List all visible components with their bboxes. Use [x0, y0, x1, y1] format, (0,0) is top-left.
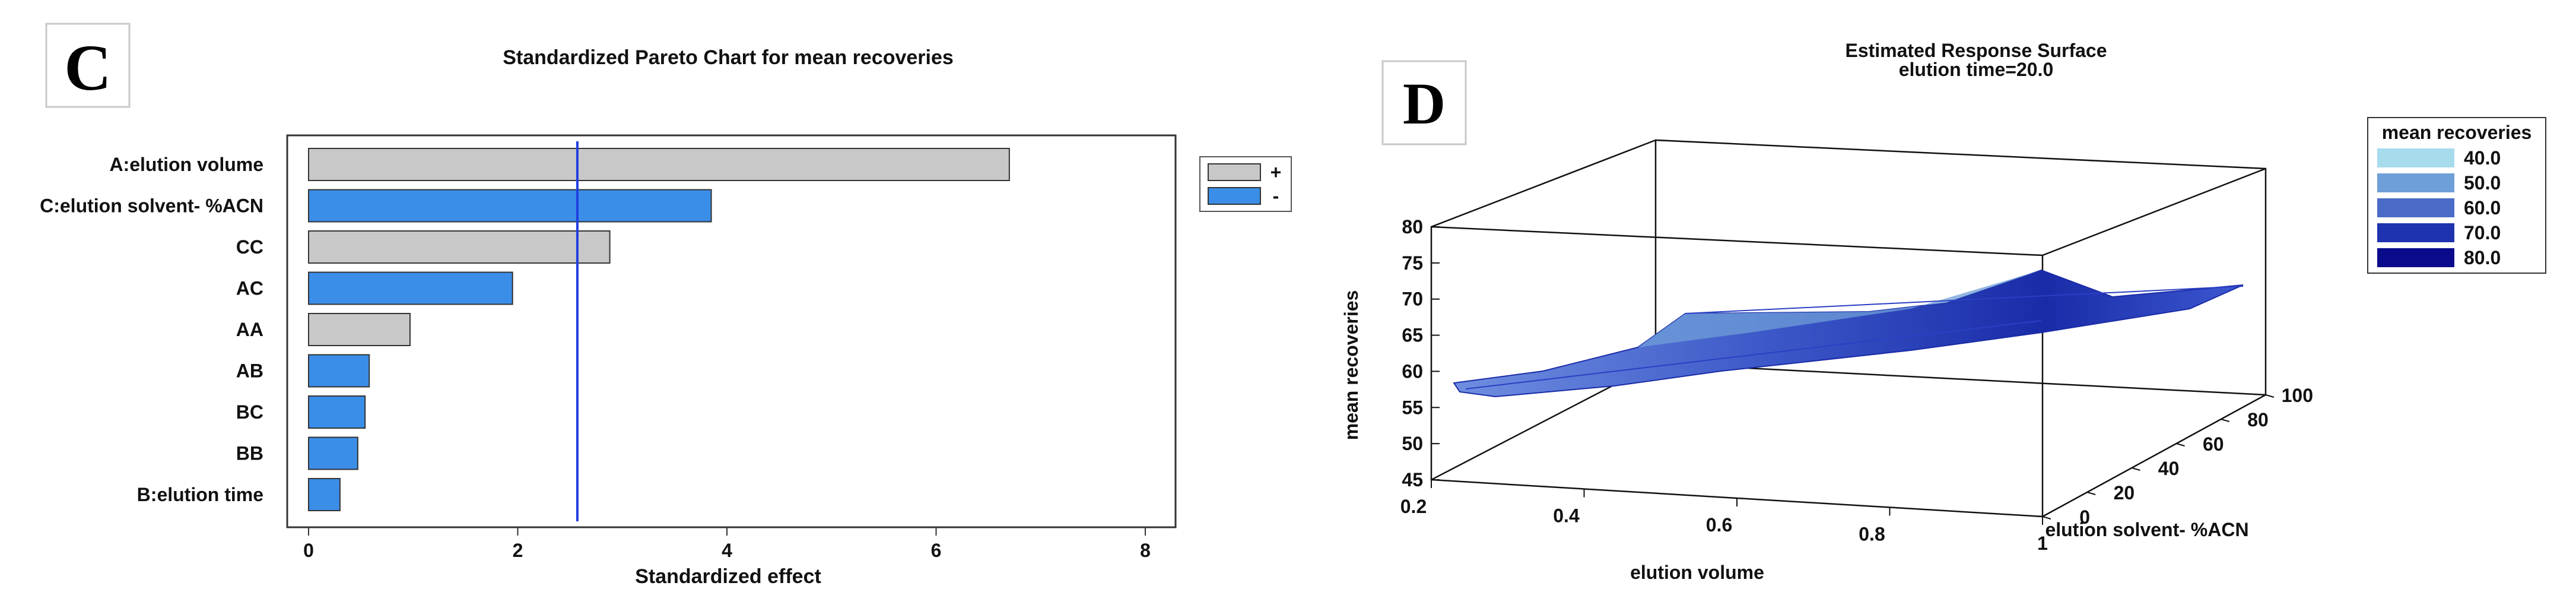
pareto-bar	[308, 313, 411, 346]
pareto-bar	[308, 395, 366, 429]
z-tick-label: 75	[1402, 252, 1423, 274]
response-surface	[1453, 269, 2244, 398]
pareto-category-labels: A:elution volume C:elution solvent- %ACN C…	[40, 154, 263, 505]
box-edge	[2042, 167, 2266, 256]
x-axis: 0.2 0.4 0.6 0.8 1	[1400, 480, 2048, 554]
surface-contour	[1685, 286, 2244, 314]
pareto-bar	[308, 271, 513, 305]
pareto-category-label: BC	[236, 401, 263, 423]
z-axis-title: mean recoveries	[1341, 290, 1362, 441]
y-tick-label: 0	[2079, 506, 2090, 528]
pareto-legend: + -	[1199, 156, 1292, 212]
pareto-category-label: AA	[236, 319, 263, 340]
x-tick-label: 0	[303, 540, 314, 561]
surface-highlight	[1638, 270, 2041, 347]
legend-swatch-positive	[1208, 163, 1261, 181]
z-tick-label: 45	[1402, 469, 1423, 490]
z-axis: 45 50 55 60 65 70 75 80	[1402, 216, 1440, 490]
pareto-bar	[308, 189, 712, 223]
x-tick-label: 0.4	[1553, 505, 1580, 527]
legend-label-positive: +	[1270, 162, 1282, 183]
y-tick	[2132, 467, 2140, 471]
surface-legend-box	[2367, 117, 2546, 274]
pareto-category-label: CC	[236, 236, 263, 258]
box-edge	[2042, 394, 2266, 518]
y-tick-label: 20	[2114, 482, 2135, 504]
surface-subtitle: elution time=20.0	[1899, 59, 2054, 80]
pareto-category-label: C:elution solvent- %ACN	[40, 195, 263, 217]
x-tick-label: 1	[2037, 533, 2048, 554]
panel-c: C Standardized Pareto Chart for mean rec…	[40, 23, 1292, 588]
x-tick-label: 2	[513, 540, 523, 561]
legend-label: 60.0	[2464, 197, 2501, 218]
pareto-x-axis: 0 2 4 6 8	[303, 527, 1151, 561]
legend-swatch	[2377, 248, 2454, 267]
y-axis-title: elution solvent- %ACN	[2045, 519, 2248, 540]
pareto-category-label: BB	[236, 443, 263, 464]
surface-legend-entries: 40.0 50.0 60.0 70.0 80.0	[2377, 147, 2501, 268]
pareto-category-label: AC	[236, 278, 263, 299]
x-tick-label: 4	[722, 540, 732, 561]
y-tick	[2265, 394, 2275, 398]
z-tick-label: 50	[1402, 433, 1423, 454]
pareto-bar	[308, 478, 341, 511]
y-tick-label: 80	[2247, 409, 2269, 430]
legend-label: 40.0	[2464, 147, 2501, 169]
pareto-bar	[308, 436, 358, 470]
y-tick-label: 100	[2282, 385, 2313, 406]
pareto-category-label: A:elution volume	[109, 154, 263, 175]
surface-contour	[1465, 320, 2042, 390]
surface-title: Estimated Response Surface	[1845, 40, 2107, 61]
legend-label: 80.0	[2464, 247, 2501, 268]
legend-swatch	[2377, 223, 2454, 242]
pareto-x-axis-title: Standardized effect	[635, 565, 821, 588]
x-tick-label: 0.8	[1859, 524, 1885, 545]
x-axis-title: elution volume	[1630, 562, 1764, 583]
pareto-category-label: B:elution time	[137, 484, 263, 505]
y-tick-label: 60	[2203, 433, 2224, 455]
y-tick	[2042, 516, 2051, 520]
z-tick-label: 65	[1402, 325, 1423, 346]
pareto-category-label: AB	[236, 360, 263, 382]
legend-label: 70.0	[2464, 222, 2501, 243]
y-tick	[2086, 492, 2096, 495]
y-axis: 0 20 40 60 80 100	[2042, 385, 2313, 528]
y-tick-label: 40	[2158, 458, 2180, 479]
panel-c-label-box	[45, 23, 131, 108]
panel-d-label-box	[1381, 60, 1467, 145]
surface-legend: mean recoveries 40.0 50.0 60.0 70.0 80.0	[2367, 117, 2546, 274]
pareto-bars	[308, 148, 1010, 511]
x-tick-label: 8	[1140, 540, 1151, 561]
x-tick-label: 0.6	[1706, 514, 1732, 536]
z-tick-label: 80	[1402, 216, 1423, 238]
panel-c-letter: C	[64, 31, 111, 104]
y-tick	[2221, 419, 2230, 422]
pareto-bar	[308, 148, 1010, 181]
panel-d: D Estimated Response Surface elution tim…	[1341, 40, 2546, 583]
legend-label-negative: -	[1273, 185, 1279, 207]
legend-swatch	[2377, 148, 2454, 167]
pareto-bar	[308, 230, 611, 264]
x-tick-label: 0.2	[1400, 496, 1427, 517]
panel-d-letter: D	[1403, 71, 1446, 137]
x-tick-label: 6	[931, 540, 942, 561]
y-tick	[2176, 443, 2185, 446]
surface-sheet	[1453, 269, 2244, 398]
legend-label: 50.0	[2464, 172, 2501, 194]
z-tick-label: 70	[1402, 289, 1423, 310]
legend-swatch	[2377, 173, 2454, 192]
surface-legend-title: mean recoveries	[2382, 122, 2532, 143]
z-tick-label: 60	[1402, 360, 1423, 382]
legend-swatch	[2377, 198, 2454, 217]
box-edge	[1431, 139, 1656, 228]
legend-swatch-negative	[1208, 187, 1261, 205]
z-tick-label: 55	[1402, 397, 1423, 418]
pareto-bar	[308, 354, 370, 388]
box-front-face	[1430, 226, 2044, 518]
pareto-title: Standardized Pareto Chart for mean recov…	[503, 46, 954, 69]
